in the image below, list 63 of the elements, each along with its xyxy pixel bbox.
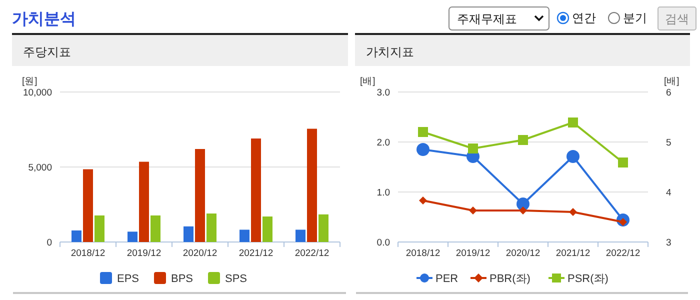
y-tick-label: 5,000: [28, 162, 52, 174]
bar: [128, 232, 138, 242]
x-tick-label: 2018/12: [70, 248, 106, 259]
legend-label: EPS: [117, 273, 140, 285]
y2-tick-label: 5: [666, 138, 672, 148]
legend-label: PBR(좌): [490, 273, 530, 285]
point: [568, 118, 578, 128]
point: [416, 143, 430, 156]
y-axis-title: [원]: [22, 76, 38, 87]
point: [618, 158, 628, 168]
point: [569, 208, 577, 216]
point: [468, 144, 478, 154]
text: 주재무제표: [457, 12, 517, 26]
y-axis-title: [배]: [360, 76, 376, 87]
y2-tick-label: 4: [666, 188, 672, 198]
bar: [150, 215, 160, 242]
text: 검색: [665, 12, 689, 26]
x-tick-label: 2020/12: [506, 248, 540, 259]
point: [418, 127, 428, 137]
bar: [262, 216, 272, 242]
y-tick-label: 0.0: [376, 238, 390, 248]
bar: [184, 226, 194, 242]
bar: [139, 162, 149, 242]
legend-label: PSR(좌): [568, 273, 608, 285]
chart-title: 주당지표: [23, 45, 71, 59]
bar: [83, 169, 93, 242]
bar: [307, 128, 317, 242]
point: [419, 196, 427, 204]
point: [566, 150, 580, 163]
bar: [251, 138, 261, 242]
x-tick-label: 2022/12: [606, 248, 640, 259]
x-tick-label: 2018/12: [406, 248, 440, 259]
x-tick-label: 2021/12: [556, 248, 590, 259]
point: [518, 135, 528, 145]
text: 연간: [572, 11, 596, 25]
bar: [240, 230, 250, 242]
x-tick-label: 2022/12: [294, 248, 330, 259]
text: 가치분석: [12, 11, 76, 28]
bar: [195, 149, 205, 242]
bar: [296, 230, 306, 242]
legend-label: PER: [436, 273, 458, 285]
y2-tick-label: 6: [666, 88, 672, 98]
y-tick-label: 2.0: [376, 138, 390, 148]
bar: [72, 230, 82, 242]
bar: [206, 214, 216, 242]
point: [469, 206, 477, 214]
text: 분기: [623, 11, 647, 25]
legend-label: BPS: [171, 273, 194, 285]
y-tick-label: 10,000: [22, 88, 52, 98]
y2-tick-label: 3: [666, 238, 672, 248]
y-tick-label: 3.0: [376, 88, 390, 98]
bar: [94, 215, 104, 242]
x-tick-label: 2020/12: [182, 248, 218, 259]
chart-title: 가치지표: [366, 45, 414, 59]
legend-label: SPS: [225, 273, 248, 285]
x-tick-label: 2019/12: [456, 248, 490, 259]
y-tick-label: 1.0: [376, 188, 390, 198]
bar: [318, 214, 328, 242]
x-tick-label: 2021/12: [238, 248, 274, 259]
point: [519, 206, 527, 214]
y-tick-label: 0: [46, 238, 52, 248]
y2-axis-title: [배]: [664, 76, 680, 87]
x-tick-label: 2019/12: [126, 248, 162, 259]
